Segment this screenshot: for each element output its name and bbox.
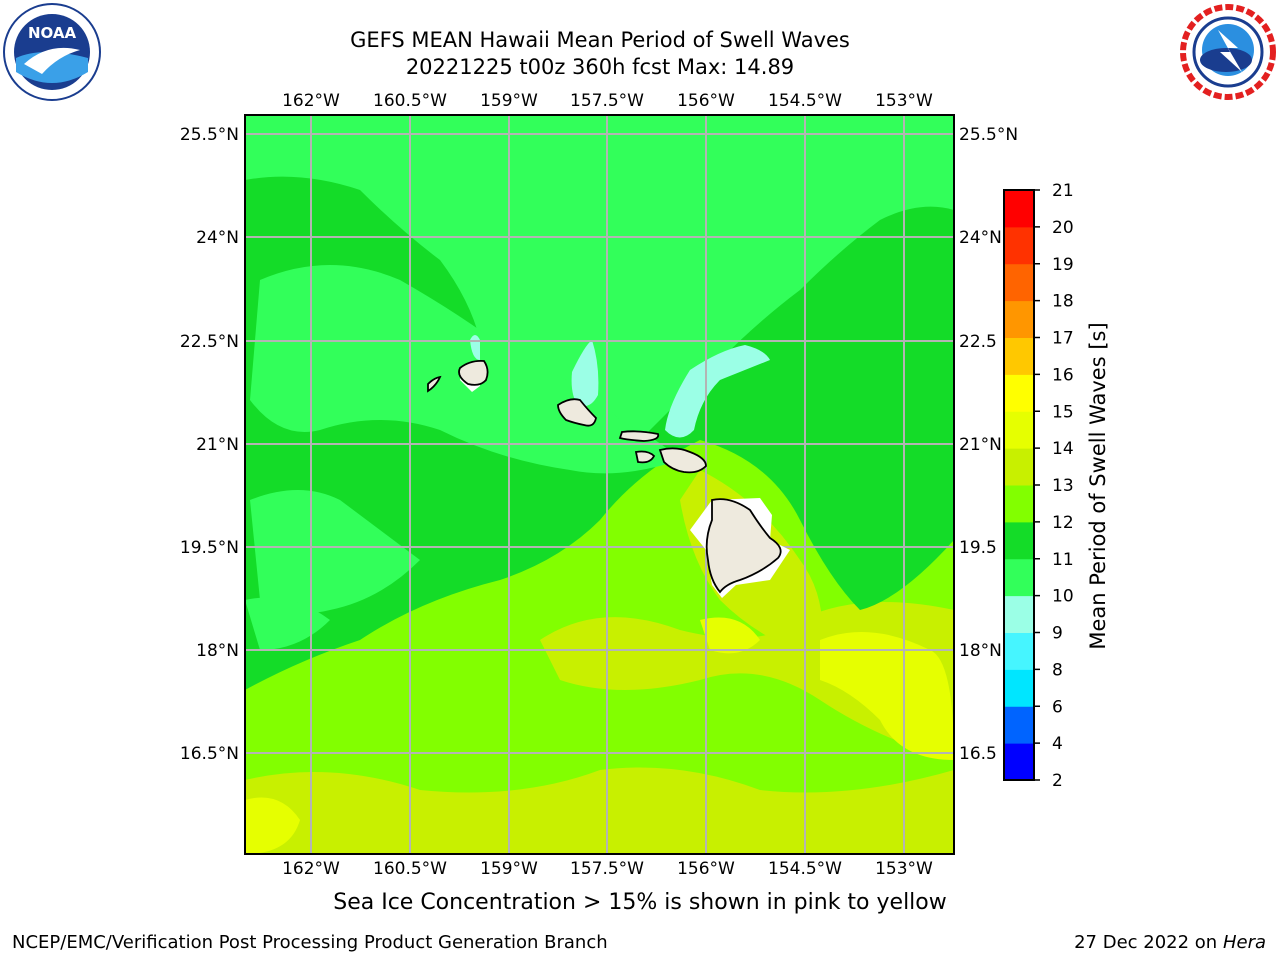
- colorbar: 2 4 6 8 9 10 11 12 13 14 15 16 17 18 19 20 21: [1003, 181, 1074, 791]
- map-frame: [244, 114, 955, 855]
- hawaii-island: [705, 498, 782, 594]
- colorbar-swatch: [1004, 669, 1034, 707]
- colorbar-tick-label: 17: [1052, 329, 1074, 349]
- map-field: [245, 115, 954, 854]
- colorbar-swatch: [1004, 595, 1034, 633]
- hawaiian-islands: [427, 359, 790, 598]
- lon-label: 156°W: [677, 859, 735, 879]
- colorbar-swatch: [1004, 448, 1034, 486]
- colorbar-tick-label: 8: [1052, 660, 1063, 680]
- lon-label: 153°W: [875, 91, 933, 111]
- noaa-logo: NOAA: [3, 3, 101, 101]
- lat-label: 18°N: [959, 641, 1002, 661]
- colorbar-swatch: [1004, 226, 1034, 265]
- footer-date: 27 Dec 2022 on Hera: [1074, 932, 1266, 953]
- colorbar-tick-label: 16: [1052, 365, 1074, 385]
- lat-label: 21°N: [959, 435, 1002, 455]
- colorbar-swatch: [1004, 632, 1034, 670]
- maui-island: [658, 447, 707, 474]
- map-subtitle: 20221225 t00z 360h fcst Max: 14.89: [405, 55, 795, 79]
- colorbar-title: Mean Period of Swell Waves [s]: [1086, 322, 1110, 649]
- footer-credit: NCEP/EMC/Verification Post Processing Pr…: [12, 932, 608, 953]
- lon-label: 159°W: [480, 859, 538, 879]
- latitude-labels-right: 25.5°N 24°N 22.5 21°N 19.5 18°N 16.5: [959, 125, 1018, 764]
- colorbar-tick-label: 18: [1052, 292, 1074, 312]
- lat-label: 22.5: [959, 332, 997, 352]
- colorbar-tick-label: 9: [1052, 624, 1063, 644]
- colorbar-tick-label: 11: [1052, 550, 1074, 570]
- colorbar-tick-label: 12: [1052, 513, 1074, 533]
- colorbar-swatch: [1004, 263, 1034, 302]
- lat-label: 16.5: [959, 744, 997, 764]
- lon-label: 159°W: [480, 91, 538, 111]
- lon-label: 157.5°W: [570, 91, 644, 111]
- colorbar-tick-label: 15: [1052, 402, 1074, 422]
- colorbar-tick-label: 19: [1052, 255, 1074, 275]
- lon-label: 156°W: [677, 91, 735, 111]
- colorbar-swatch: [1004, 300, 1034, 338]
- lat-label: 24°N: [959, 228, 1002, 248]
- niihau-island: [427, 375, 442, 393]
- lon-label: 154.5°W: [768, 859, 842, 879]
- noaa-logo-text: NOAA: [28, 24, 77, 42]
- latitude-labels-left: 25.5°N 24°N 22.5°N 21°N 19.5°N 18°N 16.5…: [180, 125, 239, 764]
- lanai-island: [634, 450, 656, 464]
- colorbar-tick-label: 14: [1052, 439, 1074, 459]
- longitude-labels-bottom: 162°W 160.5°W 159°W 157.5°W 156°W 154.5°…: [282, 859, 933, 879]
- lat-label: 16.5°N: [180, 744, 239, 764]
- colorbar-tick-label: 13: [1052, 476, 1074, 496]
- colorbar-swatch: [1004, 411, 1034, 449]
- colorbar-swatch: [1004, 374, 1034, 412]
- molokai-island: [618, 430, 660, 442]
- lon-label: 160.5°W: [373, 91, 447, 111]
- colorbar-tick-label: 6: [1052, 697, 1063, 717]
- lat-label: 19.5°N: [180, 538, 239, 558]
- colorbar-swatch: [1004, 521, 1034, 560]
- colorbar-swatch: [1004, 337, 1034, 375]
- colorbar-tick-label: 2: [1052, 771, 1063, 791]
- longitude-labels-top: 162°W 160.5°W 159°W 157.5°W 156°W 154.5°…: [282, 91, 933, 111]
- footer-machine: Hera: [1222, 932, 1266, 953]
- colorbar-tick-label: 21: [1052, 181, 1074, 201]
- colorbar-tick-label: 10: [1052, 587, 1074, 607]
- lat-label: 25.5°N: [180, 125, 239, 145]
- lon-label: 153°W: [875, 859, 933, 879]
- lat-label: 25.5°N: [959, 125, 1018, 145]
- lat-label: 22.5°N: [180, 332, 239, 352]
- nws-logo: [1180, 4, 1276, 100]
- sea-ice-note: Sea Ice Concentration > 15% is shown in …: [333, 890, 947, 915]
- lon-label: 160.5°W: [373, 859, 447, 879]
- oahu-island: [557, 398, 597, 427]
- footer-date-text: 27 Dec 2022 on: [1074, 932, 1218, 953]
- lat-label: 18°N: [196, 641, 239, 661]
- lon-label: 157.5°W: [570, 859, 644, 879]
- lat-label: 21°N: [196, 435, 239, 455]
- kauai-island: [458, 359, 489, 386]
- lon-label: 162°W: [282, 859, 340, 879]
- colorbar-tick-label: 4: [1052, 734, 1063, 754]
- map-title: GEFS MEAN Hawaii Mean Period of Swell Wa…: [350, 28, 850, 52]
- lon-label: 162°W: [282, 91, 340, 111]
- lat-label: 19.5: [959, 538, 997, 558]
- colorbar-swatch: [1004, 558, 1034, 597]
- graticule: [245, 115, 954, 854]
- lon-label: 154.5°W: [768, 91, 842, 111]
- colorbar-swatch: [1004, 190, 1034, 228]
- colorbar-swatch: [1004, 743, 1034, 781]
- colorbar-swatch: [1004, 485, 1034, 523]
- colorbar-swatch: [1004, 706, 1034, 744]
- lat-label: 24°N: [196, 228, 239, 248]
- colorbar-tick-label: 20: [1052, 218, 1074, 238]
